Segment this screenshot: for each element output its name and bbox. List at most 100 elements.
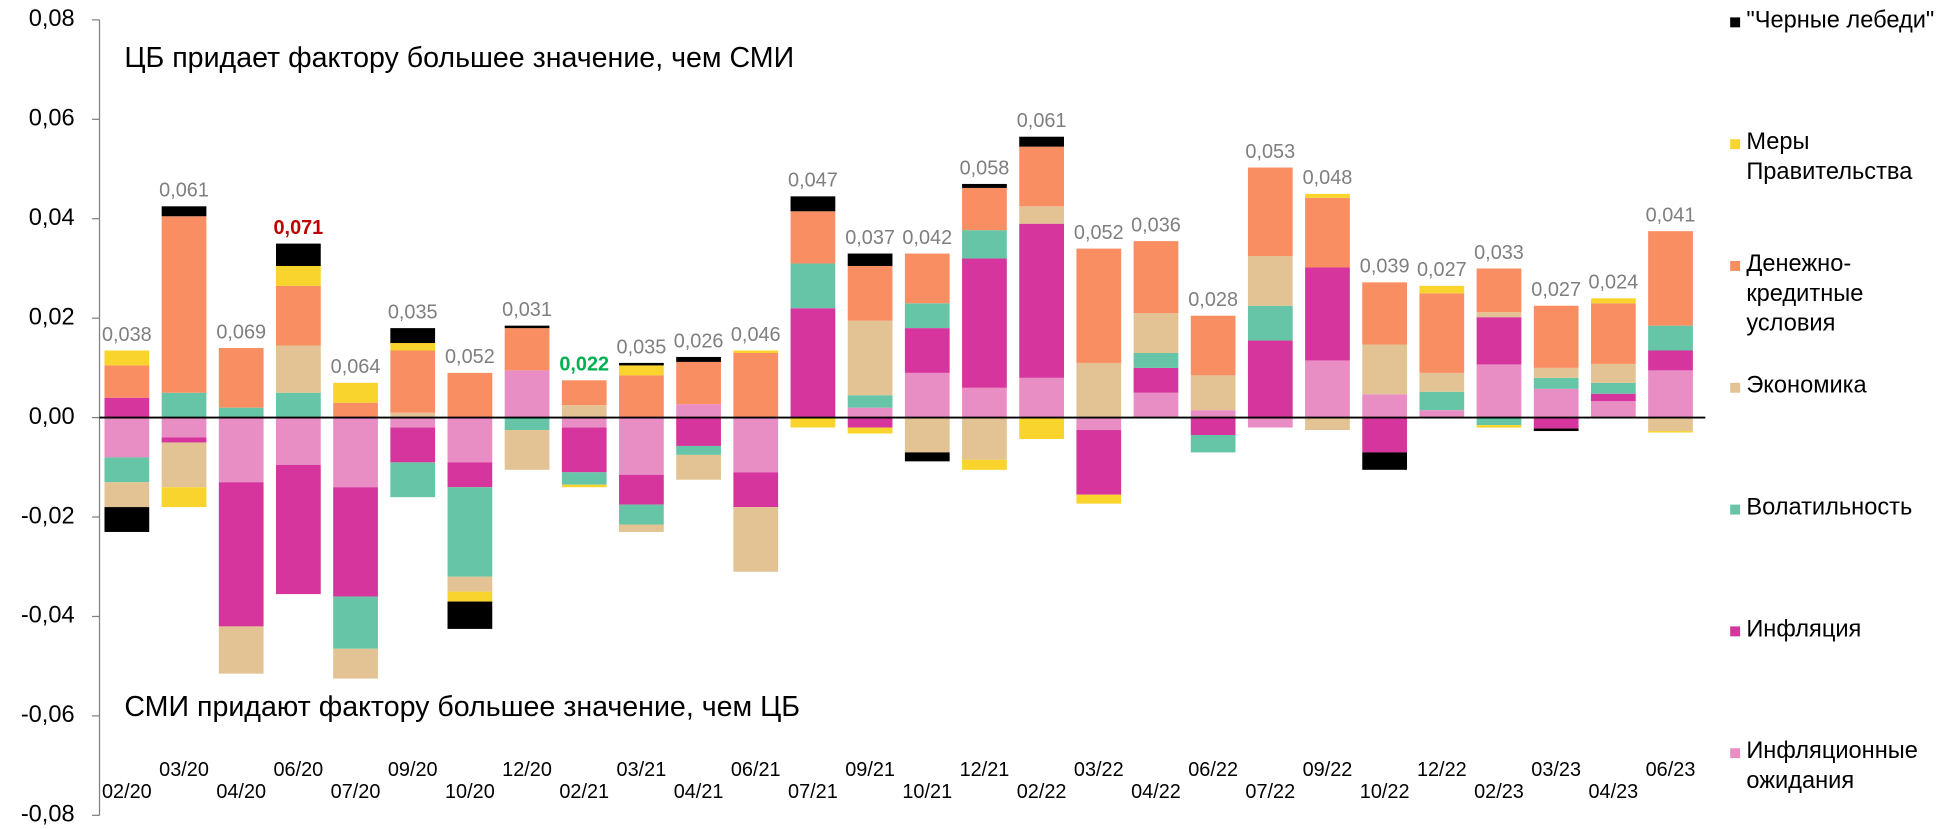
y-tick-label: -0,04 — [21, 603, 75, 629]
legend-marker — [1730, 504, 1741, 515]
bar-segment — [1133, 392, 1179, 418]
bar-segment — [161, 417, 207, 438]
bar-segment — [847, 417, 893, 428]
bar-segment — [104, 397, 150, 418]
bar-segment — [447, 576, 493, 592]
bar-segment — [447, 487, 493, 577]
bar-segment — [676, 356, 721, 362]
bar-segment — [847, 320, 893, 396]
bar-segment — [1648, 417, 1693, 432]
bar-segment — [447, 591, 493, 602]
x-tick-label: 07/22 — [1245, 781, 1295, 803]
bar-segment — [161, 392, 207, 418]
bar-segment — [1247, 167, 1293, 257]
x-tick-label: 04/20 — [216, 781, 266, 803]
bar-segment — [447, 462, 493, 488]
x-tick-label: 06/20 — [273, 759, 323, 781]
bar-segment — [104, 482, 150, 508]
x-tick-label: 09/20 — [388, 759, 438, 781]
bar-segment — [390, 350, 436, 413]
bar-segment — [1590, 382, 1636, 394]
bar-segment — [1362, 282, 1408, 345]
total-label: 0,035 — [617, 336, 667, 358]
x-tick-label: 09/21 — [845, 759, 895, 781]
x-tick-label: 12/21 — [960, 759, 1010, 781]
bar-segment — [904, 452, 950, 462]
bar-segment — [561, 380, 607, 406]
bar-segment — [333, 487, 378, 597]
total-label: 0,028 — [1188, 289, 1238, 311]
bar-segment — [1590, 298, 1636, 304]
total-label: 0,038 — [102, 324, 152, 346]
bar-segment — [1305, 267, 1350, 361]
x-tick-label: 03/23 — [1531, 759, 1581, 781]
bar-segment — [276, 265, 321, 286]
bar-segment — [1419, 285, 1465, 294]
bar-segment — [676, 404, 721, 418]
total-label: 0,042 — [902, 227, 952, 249]
y-tick-label: -0,08 — [21, 802, 75, 828]
total-label: 0,069 — [216, 321, 266, 343]
bar-segment — [962, 387, 1007, 418]
y-tick-label: 0,04 — [29, 205, 75, 231]
bar-segment — [1648, 370, 1693, 418]
bar-segment — [1476, 364, 1522, 418]
bar-segment — [504, 430, 550, 470]
bar-segment — [904, 328, 950, 373]
bar-segment — [1076, 248, 1122, 363]
total-label: 0,027 — [1417, 259, 1467, 281]
bar-segment — [218, 417, 264, 483]
bar-segment — [962, 417, 1007, 460]
bar-segment — [161, 206, 207, 217]
bar-segment — [1247, 340, 1293, 418]
legend-label: Инфляция — [1746, 616, 1862, 643]
bar-segment — [1019, 136, 1064, 147]
bar-segment — [1362, 344, 1408, 395]
bar-segment — [1190, 435, 1236, 453]
legend-label: Волатильность — [1746, 494, 1913, 521]
bar-segment — [847, 427, 893, 434]
bar-segment — [561, 427, 607, 473]
bar-segment — [1648, 431, 1693, 433]
legend-item: Меры Правительства — [1746, 129, 1912, 185]
x-tick-label: 07/20 — [331, 781, 381, 803]
bar-segment — [1476, 312, 1522, 318]
total-label: 0,047 — [788, 170, 838, 192]
bar-segment — [504, 370, 550, 418]
bar-segment — [161, 216, 207, 393]
bar-segment — [390, 343, 436, 351]
bar-segment — [1190, 410, 1236, 418]
x-tick-label: 02/20 — [102, 781, 152, 803]
total-label: 0,035 — [388, 301, 438, 323]
x-tick-label: 03/20 — [159, 759, 209, 781]
bar-segment — [561, 484, 607, 488]
annotation: СМИ придают фактору большее значение, че… — [124, 691, 800, 723]
bar-segment — [1019, 206, 1064, 224]
legend-item: Экономика — [1746, 373, 1866, 399]
y-tick-label: 0,06 — [29, 106, 75, 132]
bar-segment — [276, 464, 321, 595]
bar-segment — [1305, 360, 1350, 418]
x-tick-label: 06/23 — [1646, 759, 1696, 781]
total-label: 0,071 — [273, 217, 323, 239]
bar-segment — [1590, 303, 1636, 364]
bar-segment — [561, 417, 607, 428]
x-tick-label: 03/22 — [1074, 759, 1124, 781]
bar-segment — [1305, 197, 1350, 268]
bar-segment — [333, 596, 378, 649]
annotation: ЦБ придает фактору большее значение, чем… — [124, 42, 794, 74]
bar-segment — [1247, 256, 1293, 306]
x-tick-label: 04/22 — [1131, 781, 1181, 803]
bar-segment — [619, 504, 664, 525]
total-label: 0,027 — [1531, 279, 1581, 301]
bar-segment — [333, 382, 378, 403]
bar-segment — [504, 325, 550, 329]
bar-segment — [390, 328, 436, 344]
bar-segment — [1648, 325, 1693, 351]
bar-segment — [962, 187, 1007, 231]
bar-segment — [904, 253, 950, 304]
x-tick-label: 04/23 — [1588, 781, 1638, 803]
bar-segment — [1476, 425, 1522, 428]
bar-segment — [1019, 223, 1064, 378]
